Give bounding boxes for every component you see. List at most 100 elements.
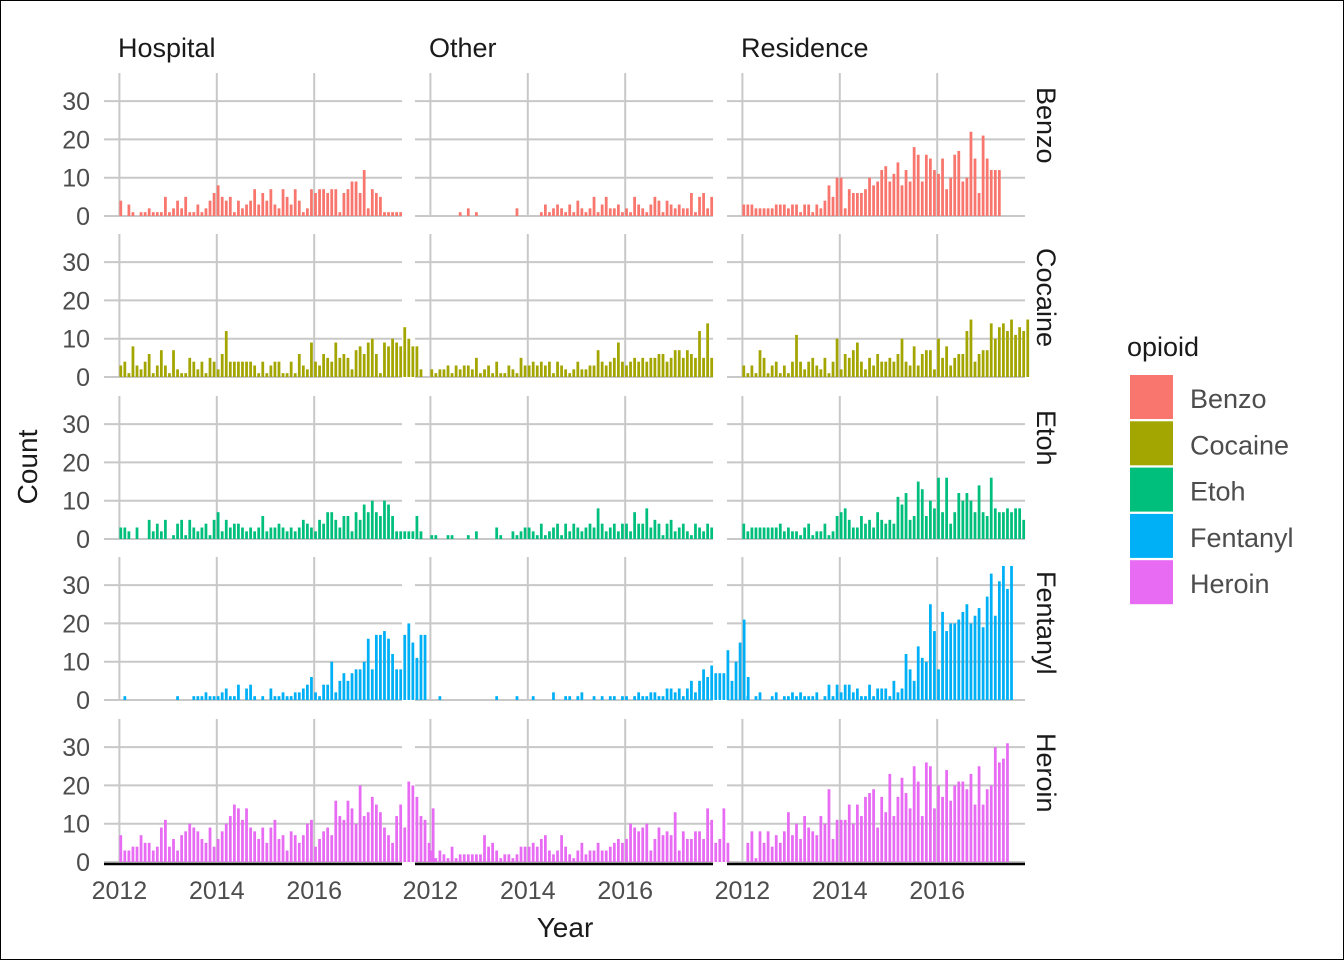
bar-etoh-hospital	[334, 519, 338, 539]
bar-fentanyl-residence	[929, 604, 932, 700]
bar-fentanyl-hospital	[350, 673, 354, 700]
bar-benzo-other	[560, 208, 563, 216]
bar-fentanyl-residence	[989, 573, 993, 700]
bar-benzo-hospital	[379, 196, 382, 216]
bar-fentanyl-residence	[916, 646, 920, 700]
bar-benzo-hospital	[358, 193, 362, 216]
bar-heroin-other	[564, 846, 568, 862]
bar-heroin-residence	[989, 785, 993, 862]
bar-cocaine-hospital	[415, 346, 419, 377]
bar-cocaine-hospital	[261, 361, 265, 377]
bar-fentanyl-other	[552, 692, 555, 700]
bar-fentanyl-hospital	[269, 688, 273, 700]
bar-cocaine-other	[596, 350, 600, 377]
bar-heroin-other	[515, 854, 519, 862]
bar-benzo-residence	[847, 189, 851, 216]
bar-heroin-other	[629, 823, 632, 862]
bar-fentanyl-other	[742, 619, 746, 700]
y-tick-label: 30	[62, 411, 90, 439]
bar-fentanyl-residence	[941, 611, 944, 700]
bar-heroin-residence	[985, 789, 989, 862]
bar-etoh-residence	[742, 523, 746, 539]
bar-heroin-other	[438, 850, 442, 862]
bar-etoh-hospital	[265, 531, 269, 539]
bar-fentanyl-other	[637, 692, 641, 700]
bar-benzo-residence	[924, 154, 928, 216]
bar-fentanyl-residence	[993, 615, 997, 700]
bar-cocaine-hospital	[164, 365, 167, 377]
bar-fentanyl-other	[495, 696, 499, 700]
bar-fentanyl-hospital	[228, 696, 232, 700]
bar-etoh-hospital	[306, 523, 309, 539]
bar-heroin-residence	[933, 808, 936, 862]
bar-heroin-hospital	[411, 785, 415, 862]
bar-fentanyl-hospital	[334, 692, 338, 700]
bar-heroin-other	[527, 846, 531, 862]
bar-etoh-residence	[1010, 512, 1013, 539]
bar-cocaine-hospital	[232, 361, 236, 377]
bar-etoh-other	[600, 523, 604, 539]
bar-heroin-residence	[920, 816, 924, 862]
bar-cocaine-other	[710, 357, 714, 377]
bar-heroin-residence	[766, 831, 770, 862]
bar-fentanyl-residence	[774, 692, 778, 700]
bar-heroin-other	[714, 842, 718, 862]
bar-cocaine-residence	[1022, 331, 1026, 377]
bar-benzo-residence	[997, 170, 1001, 216]
bar-etoh-residence	[758, 527, 762, 539]
bar-fentanyl-residence	[908, 669, 912, 700]
bar-benzo-residence	[969, 131, 973, 216]
bar-etoh-residence	[851, 527, 855, 539]
bar-cocaine-residence	[815, 365, 819, 377]
bar-cocaine-other	[681, 357, 685, 377]
bar-etoh-other	[519, 531, 523, 539]
bar-heroin-residence	[746, 842, 750, 862]
bar-benzo-other	[681, 208, 685, 216]
bar-heroin-residence	[969, 773, 973, 862]
bar-fentanyl-residence	[924, 661, 928, 700]
bar-cocaine-hospital	[131, 346, 135, 377]
bar-fentanyl-other	[600, 696, 604, 700]
bar-heroin-other	[596, 842, 600, 862]
bar-heroin-other	[681, 831, 685, 862]
bar-heroin-other	[580, 842, 584, 862]
bar-fentanyl-residence	[843, 684, 847, 700]
bar-fentanyl-other	[657, 696, 661, 700]
bar-heroin-other	[556, 850, 559, 862]
bar-benzo-hospital	[139, 212, 143, 216]
bar-fentanyl-hospital	[277, 696, 281, 700]
y-tick-label: 10	[62, 811, 90, 839]
bar-fentanyl-residence	[815, 692, 819, 700]
bar-etoh-residence	[795, 531, 798, 539]
bar-benzo-residence	[742, 204, 746, 216]
bar-benzo-hospital	[188, 212, 192, 216]
bar-cocaine-residence	[989, 323, 993, 377]
bar-cocaine-residence	[823, 357, 827, 377]
bar-cocaine-residence	[965, 331, 969, 377]
bar-cocaine-hospital	[379, 373, 382, 377]
bar-cocaine-other	[617, 342, 620, 377]
bar-cocaine-residence	[766, 373, 770, 377]
bar-fentanyl-other	[641, 696, 645, 700]
bar-benzo-hospital	[273, 204, 277, 216]
bar-cocaine-hospital	[391, 338, 394, 377]
x-tick-label: 2012	[715, 877, 771, 905]
bar-etoh-hospital	[399, 531, 403, 539]
bar-etoh-hospital	[123, 527, 127, 539]
bar-cocaine-hospital	[322, 354, 325, 377]
bar-benzo-residence	[782, 204, 786, 216]
bar-heroin-other	[694, 831, 697, 862]
bar-etoh-residence	[993, 508, 997, 539]
bar-heroin-residence	[1006, 743, 1009, 862]
bar-etoh-other	[499, 535, 503, 539]
bar-etoh-residence	[799, 535, 802, 539]
bar-fentanyl-hospital	[383, 631, 386, 700]
bar-cocaine-residence	[803, 369, 807, 377]
bar-benzo-hospital	[180, 208, 184, 216]
bar-fentanyl-residence	[758, 692, 762, 700]
bar-cocaine-other	[653, 357, 657, 377]
bar-cocaine-other	[487, 365, 490, 377]
bar-heroin-other	[576, 850, 580, 862]
bar-heroin-other	[430, 850, 434, 862]
bar-benzo-other	[466, 208, 470, 216]
